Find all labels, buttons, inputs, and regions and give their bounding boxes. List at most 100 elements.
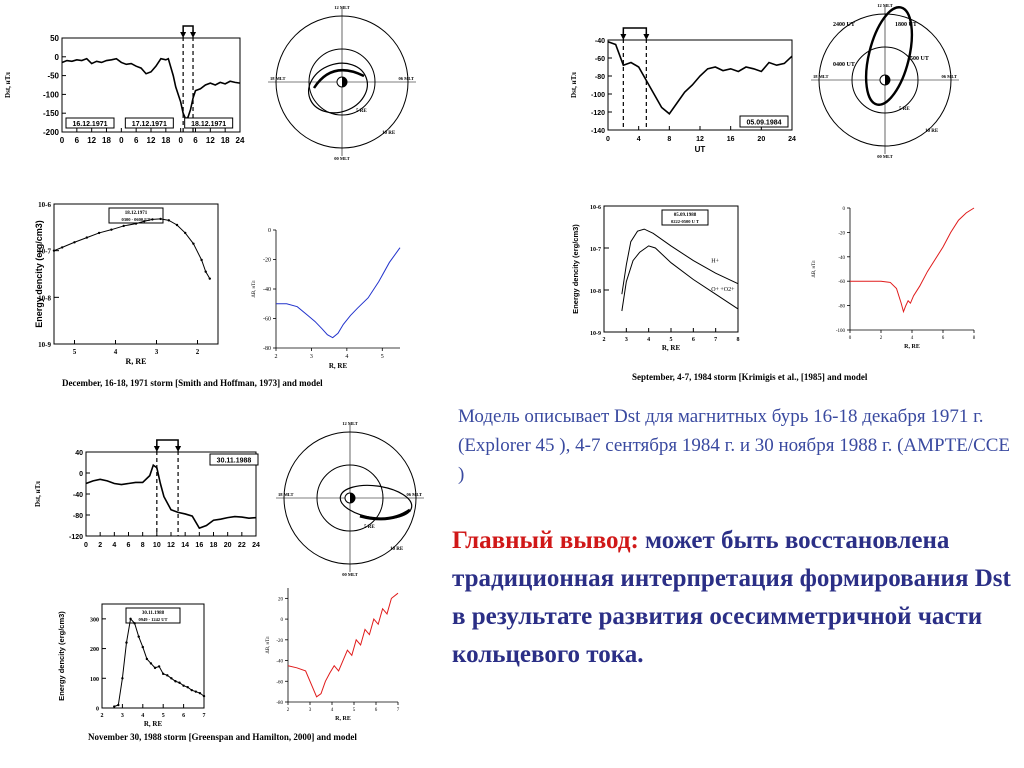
model-dB-1971-chart: 0 -20 -40 -60 -80 2 3 4 5 R, RE ΔB, нТл: [252, 228, 401, 370]
interval-bracket: [622, 27, 648, 38]
energy-series-line: [621, 228, 739, 295]
y-tick-label: -20: [276, 639, 283, 644]
orbit-storm-segment: [312, 68, 365, 89]
arrow-head: [180, 32, 187, 38]
x-tick-label: 2: [287, 708, 290, 713]
x-tick-label: 0: [60, 136, 65, 145]
energy-series-line: [53, 218, 211, 279]
y-tick-label: -100: [591, 92, 605, 99]
x-tick-label: 4: [114, 348, 118, 356]
y-tick-label: 0: [281, 618, 284, 623]
x-tick-label: 6: [375, 708, 378, 713]
x-tick-label: 8: [737, 337, 740, 343]
y-axis-label: Dst, нТл: [4, 72, 12, 98]
y-axis-label: Energy dencity (erg/cm3): [34, 220, 44, 328]
label-00mlt: 00 MLT: [877, 154, 892, 159]
label-12mlt: 12 MLT: [342, 421, 357, 426]
data-point: [137, 635, 140, 638]
x-tick-label: 24: [788, 136, 796, 143]
y-tick-label: -20: [838, 231, 845, 236]
x-tick-label: 6: [942, 336, 945, 341]
data-point: [184, 231, 187, 235]
earth-night-side-icon: [350, 493, 355, 503]
label-06mlt: 06 MLT: [399, 76, 414, 81]
y-tick-label: 40: [75, 450, 83, 457]
x-tick-label: 6: [182, 713, 185, 719]
data-point: [186, 686, 189, 689]
label-18mlt: 18 MLT: [813, 74, 828, 79]
data-point: [149, 662, 153, 665]
x-axis-label: R, RE: [329, 362, 348, 370]
data-point: [110, 228, 113, 231]
data-point: [170, 677, 173, 680]
data-point: [159, 217, 162, 221]
model-dB-line: [287, 592, 399, 698]
y-tick-label: 10-8: [38, 294, 51, 302]
x-axis-label: R, RE: [904, 344, 920, 350]
data-point: [200, 258, 203, 262]
x-tick-label: 6: [692, 337, 695, 343]
model-dB-line: [850, 207, 975, 314]
data-point: [125, 641, 128, 644]
y-axis-label: ΔB, нТл: [252, 280, 257, 298]
y-tick-label: 100: [90, 677, 99, 683]
data-point: [178, 681, 181, 684]
orbit-time-label: 0400 UT: [833, 62, 855, 68]
x-tick-label: 3: [121, 713, 124, 719]
y-tick-label: 10-6: [38, 201, 51, 209]
earth-night-side-icon: [885, 75, 890, 85]
data-point: [175, 223, 179, 227]
x-tick-label: 18: [161, 136, 170, 145]
y-axis-label: Dst, нТл: [34, 481, 42, 507]
x-tick-label: 6: [127, 542, 131, 549]
y-axis-label: Energy dencity (erg/cm3): [57, 611, 66, 701]
plot-frame: [101, 603, 205, 709]
day-label-box: [184, 117, 234, 129]
x-tick-label: 4: [911, 336, 914, 341]
y-tick-label: 0: [268, 228, 271, 234]
legend-date: 30.11.1988: [142, 611, 165, 616]
orbit-trajectory: [308, 62, 368, 114]
energy-series-line: [114, 617, 205, 707]
series-label-h: H+: [711, 259, 719, 265]
label-12mlt: 12 MLT: [877, 3, 892, 8]
legend-date: 18.12.1971: [125, 211, 148, 216]
y-tick-label: -200: [43, 128, 60, 137]
data-point: [117, 703, 120, 707]
x-axis-label: R, RE: [662, 344, 681, 352]
data-point: [204, 270, 207, 273]
orbit-time-label: 1800 UT: [895, 22, 917, 28]
day-label: 30.11.1988: [217, 458, 252, 465]
energy-density-1971-chart: 10-6 10-7 10-8 10-9 5 4 3 2 R, RE Energy dencity …: [34, 201, 219, 366]
legend-time: 0949 - 1242 UT: [138, 617, 167, 622]
x-tick-label: 8: [973, 336, 976, 341]
arrow-head: [175, 446, 182, 452]
x-tick-label: 18: [221, 136, 230, 145]
orbit-trajectory: [864, 6, 914, 106]
dst-1971-chart: 500-50-100-150-2000 6 12 18 0 6 12 18 0 6 12 18 24Ds…: [4, 25, 245, 145]
y-tick-label: -60: [838, 280, 845, 285]
dst-series-line: [61, 57, 241, 121]
y-tick-label: 50: [50, 34, 59, 43]
data-point: [129, 617, 132, 621]
energy-density-1988-chart: 0 100 200 300 2 3 4 5 6 7 R, RE Energy dencity (erg…: [57, 603, 206, 728]
x-axis-label: R, RE: [335, 716, 351, 722]
y-tick-label: -80: [73, 513, 83, 520]
x-tick-label: 22: [238, 542, 246, 549]
x-tick-label: 12: [87, 136, 96, 145]
x-tick-label: 7: [714, 337, 717, 343]
y-tick-label: 0: [55, 53, 60, 62]
data-point: [157, 665, 161, 668]
label-06mlt: 06 MLT: [942, 74, 957, 79]
y-tick-label: -150: [43, 109, 60, 118]
energy-density-1984-chart: 10-6 10-7 10-8 10-92 3 4 5 6 7 8 R, RE Energy denci…: [571, 205, 740, 352]
y-tick-label: 0: [96, 707, 99, 713]
main-conclusion: Главный вывод: может быть восстановлена …: [452, 522, 1022, 674]
x-tick-label: 5: [670, 337, 673, 343]
y-tick-label: 10-9: [590, 331, 601, 337]
y-tick-label: -40: [263, 287, 271, 293]
label-00mlt: 00 MLT: [334, 156, 349, 161]
y-tick-label: 10-7: [38, 248, 51, 256]
